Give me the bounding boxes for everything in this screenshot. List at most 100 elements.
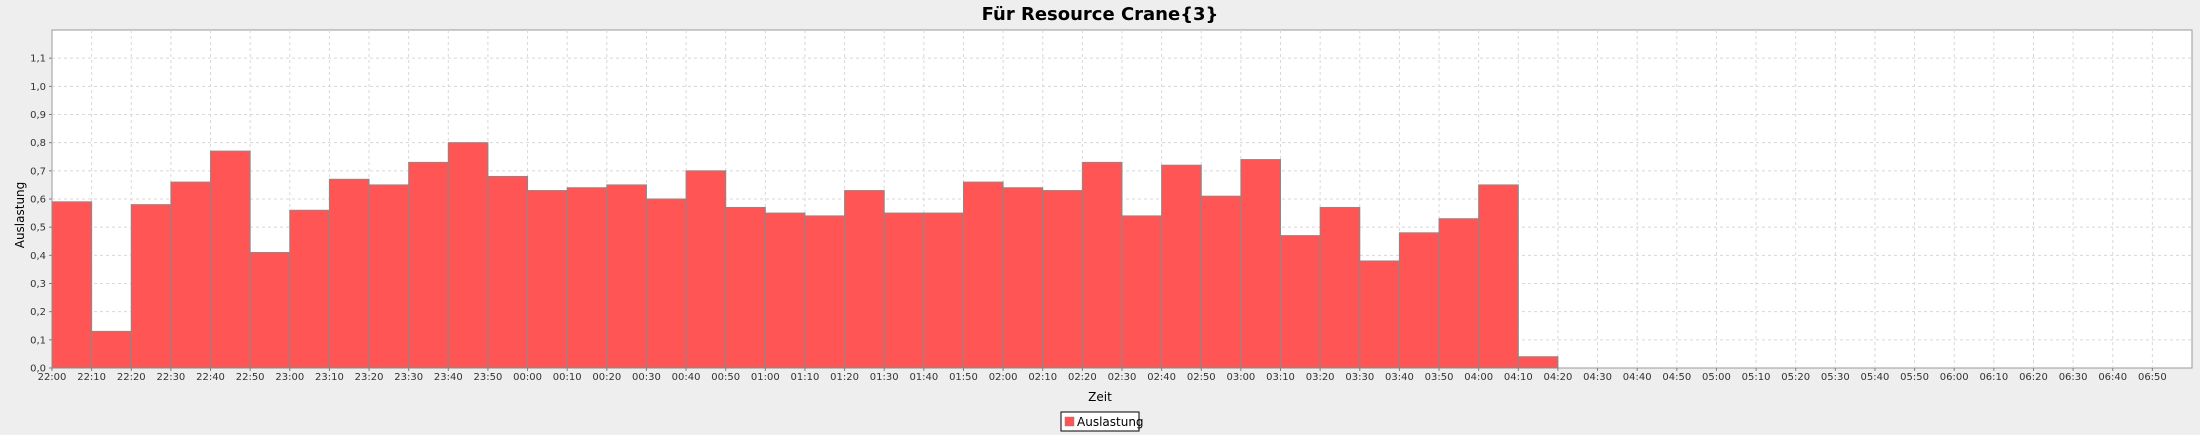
x-tick-label: 01:50 [949,372,978,383]
y-tick-label: 1,1 [30,54,46,65]
bar [883,212,925,369]
bar [210,150,251,369]
bar [249,252,291,369]
bar [1359,260,1400,369]
bar-series [51,142,1559,369]
x-tick-label: 01:40 [909,372,938,383]
y-tick-label: 1,0 [30,82,46,93]
x-tick-label: 04:20 [1544,372,1573,383]
x-tick-label: 22:20 [117,372,146,383]
bar [844,190,885,369]
x-tick-label: 00:50 [711,372,740,383]
bar [91,330,132,369]
bar [725,206,766,369]
y-axis: 0,0 0,1 0,2 0,3 0,4 0,5 0,6 0,7 0,8 0,9 1,0 1,1 [30,54,52,375]
x-tick-label: 00:30 [632,372,661,383]
x-tick-label: 04:00 [1464,372,1493,383]
x-tick-label: 05:20 [1781,372,1810,383]
bar [1002,187,1044,369]
bar [1081,161,1123,369]
x-tick-label: 03:30 [1345,372,1374,383]
bar [685,170,727,369]
bar [1319,206,1361,369]
x-tick-label: 06:50 [2138,372,2167,383]
grid-lines [52,30,2192,368]
legend: Auslastung [1060,411,1144,432]
x-tick-label: 23:40 [434,372,463,383]
x-tick-label: 05:40 [1861,372,1890,383]
x-tick-label: 05:10 [1742,372,1771,383]
bar [487,175,529,369]
x-tick-label: 00:20 [592,372,621,383]
x-axis-label: Zeit [1088,390,1112,404]
x-tick-label: 02:40 [1147,372,1176,383]
bar [1200,195,1242,369]
x-tick-label: 22:10 [77,372,106,383]
bar [527,190,568,369]
x-tick-label: 23:10 [315,372,344,383]
y-tick-label: 0,6 [30,195,46,206]
x-tick-label: 23:20 [355,372,384,383]
legend-box [1060,411,1140,432]
bar [804,215,846,369]
bar [408,161,449,369]
x-tick-label: 23:30 [394,372,423,383]
legend-label: Auslastung [1077,415,1144,429]
y-tick-label: 0,5 [30,223,46,234]
bar [51,201,93,369]
x-tick-label: 22:50 [236,372,265,383]
bar [1398,232,1440,369]
y-tick-label: 0,8 [30,138,46,149]
legend-swatch [1064,416,1075,427]
bar [566,187,608,369]
x-tick-label: 01:00 [751,372,780,383]
bar [130,204,172,369]
x-tick-label: 06:10 [1979,372,2008,383]
bar [1121,215,1163,369]
x-tick-label: 04:10 [1504,372,1533,383]
bar [923,212,964,369]
chart-title: Für Resource Crane{3} [982,4,1219,25]
bar [606,184,647,369]
x-tick-label: 00:00 [513,372,542,383]
bar [764,212,806,369]
y-tick-label: 0,4 [30,251,46,262]
x-tick-label: 05:50 [1900,372,1929,383]
x-tick-label: 04:50 [1662,372,1691,383]
y-tick-label: 0,2 [30,307,46,318]
x-tick-label: 22:40 [196,372,225,383]
bar [1161,164,1202,369]
x-tick-label: 23:50 [474,372,503,383]
x-tick-label: 05:00 [1702,372,1731,383]
bar [962,181,1004,369]
bar [170,181,212,369]
bar [1240,159,1282,369]
x-tick-label: 06:30 [2059,372,2088,383]
x-tick-label: 02:30 [1108,372,1137,383]
bar [328,178,370,369]
y-tick-label: 0,9 [30,110,46,121]
y-tick-label: 0,3 [30,279,46,290]
y-tick-label: 0,0 [30,364,46,375]
x-tick-label: 02:10 [1028,372,1057,383]
x-tick-label: 00:10 [553,372,582,383]
x-tick-label: 22:00 [38,372,67,383]
bar [1517,356,1559,369]
x-tick-label: 04:40 [1623,372,1652,383]
x-tick-label: 03:20 [1306,372,1335,383]
x-tick-label: 02:00 [989,372,1018,383]
y-tick-label: 0,1 [30,335,46,346]
x-tick-label: 03:10 [1266,372,1295,383]
y-tick-label: 0,7 [30,166,46,177]
x-tick-label: 22:30 [156,372,185,383]
x-tick-label: 01:30 [870,372,899,383]
x-tick-label: 03:00 [1226,372,1255,383]
x-tick-label: 04:30 [1583,372,1612,383]
x-tick-label: 06:00 [1940,372,1969,383]
x-tick-label: 05:30 [1821,372,1850,383]
x-tick-label: 02:20 [1068,372,1097,383]
bar [1438,218,1480,369]
x-tick-label: 06:20 [2019,372,2048,383]
bar [645,198,687,369]
